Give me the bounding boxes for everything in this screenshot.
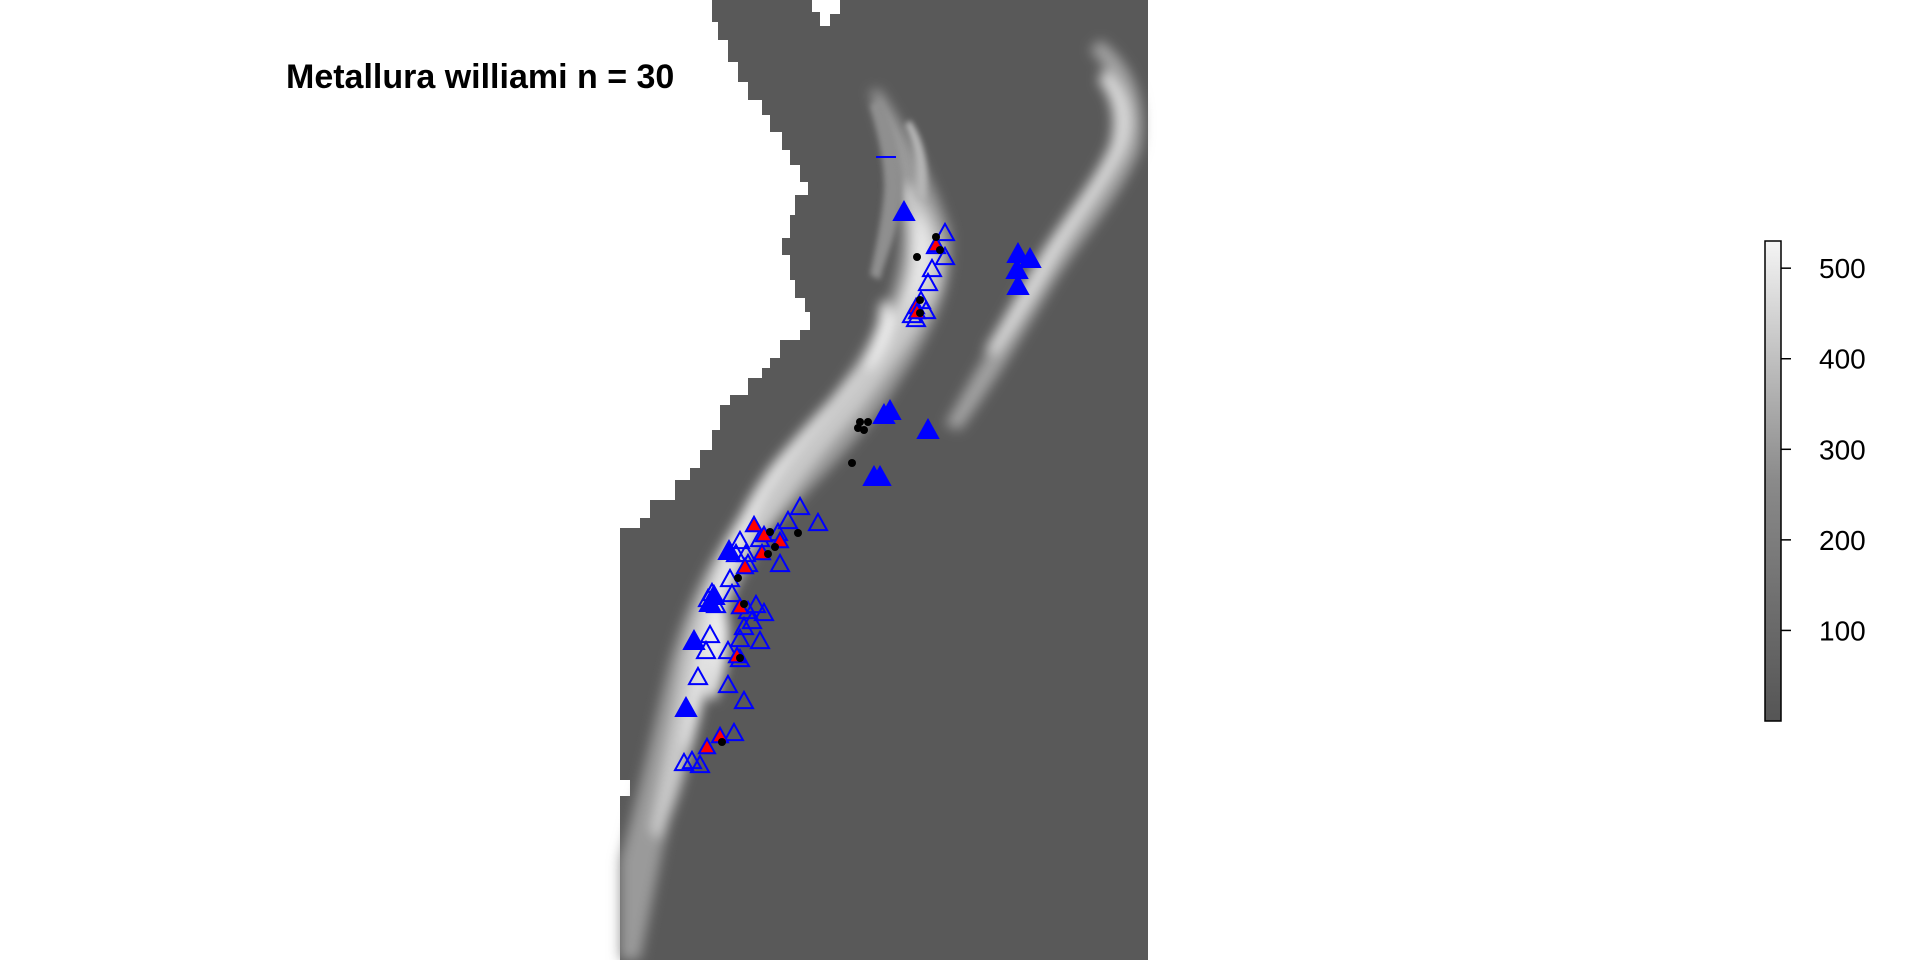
open-triangle <box>687 665 709 686</box>
open-triangle <box>749 629 771 650</box>
legend-tick-label: 100 <box>1819 615 1866 646</box>
open-triangle <box>789 495 811 516</box>
occurrence-dot <box>916 296 924 304</box>
filled-triangle <box>868 464 892 486</box>
open-triangle <box>934 221 956 242</box>
open-triangle <box>807 511 829 532</box>
occurrence-dot <box>718 738 726 746</box>
occurrence-dot <box>916 309 924 317</box>
open-triangle <box>689 753 711 774</box>
legend-colorbar <box>1764 240 1782 722</box>
occurrence-dot <box>734 574 742 582</box>
open-triangle <box>741 609 763 630</box>
occurrence-dot <box>794 529 802 537</box>
no-data-pixel-1 <box>618 780 630 796</box>
filled-triangle <box>1018 246 1042 268</box>
occurrence-dot <box>771 543 779 551</box>
occurrence-markers <box>673 156 1042 774</box>
species-name: Metallura williami <box>286 58 568 96</box>
open-triangle <box>717 673 739 694</box>
occurrence-dot <box>740 600 748 608</box>
red-triangle <box>744 514 764 533</box>
open-triangle <box>917 271 939 292</box>
open-triangle <box>699 623 721 644</box>
occurrence-dot <box>864 418 872 426</box>
legend-ticks: 100 200 300 400 500 <box>1781 253 1866 646</box>
red-triangle <box>697 736 717 755</box>
filled-triangle <box>916 417 940 439</box>
open-triangle <box>721 582 743 603</box>
open-triangle <box>717 639 739 660</box>
sample-size: n = 30 <box>576 58 675 96</box>
open-triangle <box>729 627 751 648</box>
legend-tick-label: 500 <box>1819 253 1866 284</box>
open-triangle <box>753 601 775 622</box>
open-triangle <box>769 552 791 573</box>
elevation-northern-spur <box>870 100 927 280</box>
legend-tick-label: 300 <box>1819 434 1866 465</box>
filled-triangle <box>698 590 722 612</box>
no-data-region <box>620 0 810 528</box>
open-triangle <box>934 245 956 266</box>
occurrence-dot <box>764 550 772 558</box>
open-triangle <box>745 593 767 614</box>
elevation-eastern-ridge <box>945 40 1143 430</box>
occurrence-dot <box>736 654 744 662</box>
filled-triangle <box>892 199 916 221</box>
filled-triangle <box>717 538 741 560</box>
open-triangle <box>777 509 799 530</box>
open-triangle <box>733 689 755 710</box>
red-triangle <box>735 556 755 575</box>
open-triangle <box>729 529 751 550</box>
open-triangle <box>673 751 695 772</box>
open-triangle <box>723 721 745 742</box>
legend-tick-label: 400 <box>1819 344 1866 375</box>
open-triangle <box>733 615 755 636</box>
occurrence-dot <box>766 528 774 536</box>
filled-triangle <box>1006 273 1030 295</box>
open-triangle <box>921 257 943 278</box>
filled-triangle <box>878 398 902 420</box>
occurrence-dot <box>848 459 856 467</box>
legend-tick-label: 200 <box>1819 525 1866 556</box>
filled-triangle <box>674 695 698 717</box>
filled-triangle <box>682 628 706 650</box>
no-data-region-top <box>620 0 840 30</box>
occurrence-dot <box>936 246 944 254</box>
occurrence-dot <box>856 418 864 426</box>
occurrence-dot <box>932 233 940 241</box>
map-title: Metallura williami n = 30 <box>286 58 674 97</box>
occurrence-dot <box>913 253 921 261</box>
